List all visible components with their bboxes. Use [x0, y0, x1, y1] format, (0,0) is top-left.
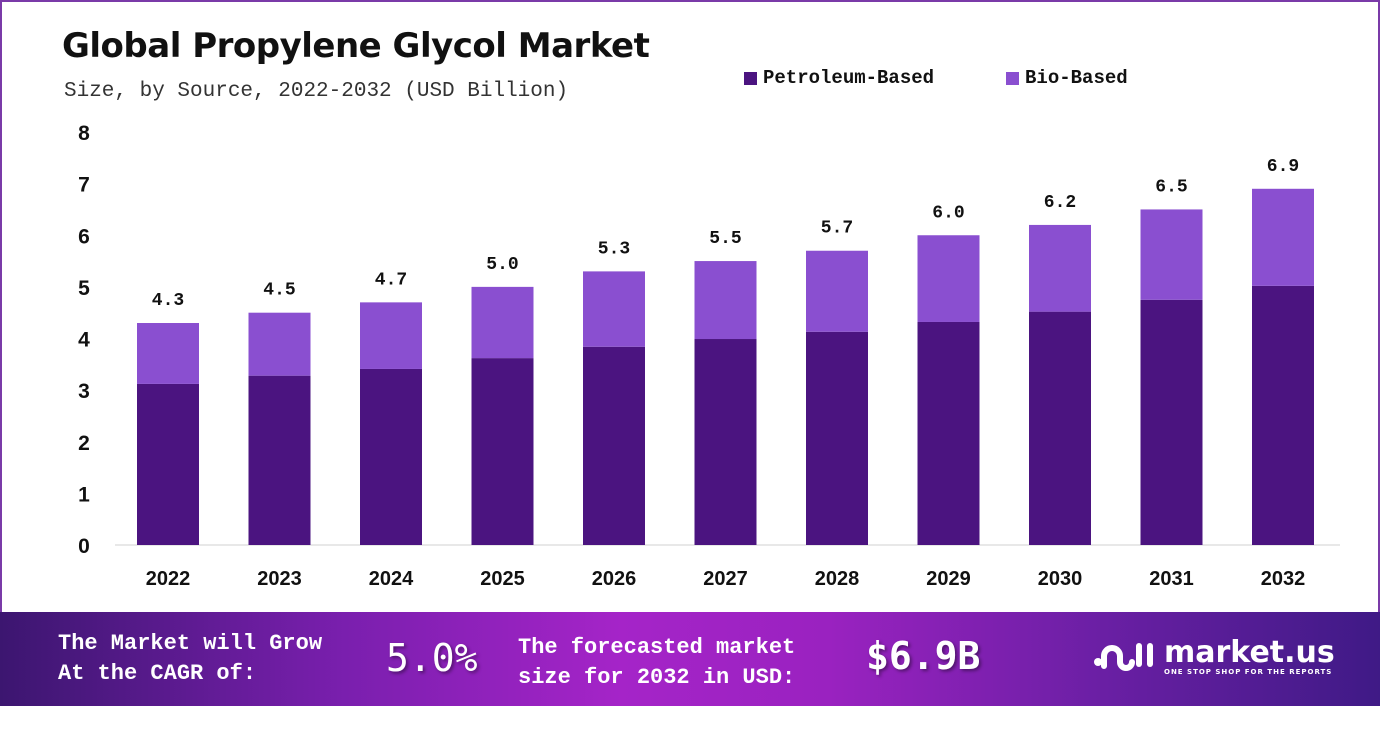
cagr-value: 5.0%	[386, 636, 478, 680]
market-us-logo: market.us ONE STOP SHOP FOR THE REPORTS	[1092, 636, 1335, 678]
bar-bio-2025	[471, 286, 534, 359]
bar-petroleum-2025	[471, 358, 534, 545]
bar-bio-2029	[917, 235, 980, 322]
bar-bio-2024	[360, 302, 422, 369]
x-tick-label: 2030	[1038, 568, 1083, 590]
bar-petroleum-2028	[806, 331, 868, 545]
x-tick-label: 2029	[926, 568, 971, 590]
bar-petroleum-2029	[917, 321, 980, 545]
total-label-2025: 5.0	[486, 255, 518, 275]
total-label-2023: 4.5	[263, 281, 295, 301]
bar-bio-2032	[1252, 188, 1314, 286]
cagr-label-line1: The Market will Grow	[58, 631, 323, 656]
legend-item-petroleum: Petroleum-Based	[744, 67, 934, 89]
legend-label-petroleum: Petroleum-Based	[763, 67, 935, 89]
total-label-2030: 6.2	[1044, 193, 1076, 213]
x-tick-label: 2025	[480, 568, 525, 590]
forecast-label-line1: The forecasted market	[518, 635, 796, 660]
bar-bio-2023	[248, 312, 311, 376]
forecast-label-line2: size for 2032 in USD:	[518, 665, 796, 690]
forecast-label: The forecasted market size for 2032 in U…	[518, 633, 795, 693]
x-tick-label: 2032	[1261, 568, 1306, 590]
logo-tagline: ONE STOP SHOP FOR THE REPORTS	[1164, 668, 1333, 676]
bar-bio-2026	[583, 271, 645, 347]
x-tick-label: 2022	[146, 568, 191, 590]
total-label-2024: 4.7	[375, 270, 407, 290]
bar-bio-2030	[1029, 224, 1091, 312]
x-tick-label: 2031	[1149, 568, 1194, 590]
forecast-value: $6.9B	[866, 634, 981, 678]
x-tick-label: 2023	[257, 568, 302, 590]
legend-item-bio: Bio-Based	[1006, 67, 1128, 89]
bar-petroleum-2026	[583, 346, 645, 545]
bar-petroleum-2027	[694, 339, 757, 545]
legend: Petroleum-Based Bio-Based	[744, 67, 1128, 89]
bar-petroleum-2032	[1252, 285, 1314, 545]
y-tick-label: 5	[78, 277, 90, 300]
total-label-2026: 5.3	[598, 239, 630, 259]
cagr-label-line2: At the CAGR of:	[58, 661, 257, 686]
y-tick-label: 0	[78, 535, 90, 558]
x-tick-label: 2028	[815, 568, 860, 590]
bar-bio-2022	[137, 323, 199, 384]
x-tick-label: 2027	[703, 568, 748, 590]
bar-petroleum-2023	[248, 375, 311, 545]
chart-frame	[0, 0, 1380, 612]
bar-bio-2028	[806, 250, 868, 332]
y-tick-label: 6	[78, 225, 90, 248]
x-tick-label: 2026	[592, 568, 637, 590]
legend-label-bio: Bio-Based	[1025, 67, 1128, 89]
bar-petroleum-2030	[1029, 311, 1091, 545]
y-tick-label: 1	[78, 483, 90, 506]
cagr-label: The Market will Grow At the CAGR of:	[58, 629, 322, 689]
bar-chart: 0 1 2 3 4 5 6 7 8 4.3 2022 4.5 2023 4.7 2024 5.0 2025 5.3…	[78, 122, 1340, 590]
bar-petroleum-2022	[137, 383, 199, 545]
logo-icon	[1094, 643, 1153, 671]
footer-banner: The Market will Grow At the CAGR of: 5.0…	[0, 612, 1380, 706]
y-tick-label: 7	[78, 174, 90, 197]
logo-name: market.us	[1164, 635, 1335, 670]
y-tick-label: 2	[78, 432, 90, 455]
legend-swatch-bio	[1006, 71, 1020, 85]
total-label-2028: 5.7	[821, 219, 853, 239]
y-tick-label: 3	[78, 380, 90, 403]
bar-bio-2031	[1140, 209, 1203, 300]
total-label-2029: 6.0	[932, 203, 964, 223]
y-tick-label: 8	[78, 122, 90, 145]
total-label-2032: 6.9	[1267, 157, 1299, 177]
y-tick-label: 4	[78, 329, 90, 352]
legend-swatch-petroleum	[744, 71, 757, 85]
chart-subtitle: Size, by Source, 2022-2032 (USD Billion)	[64, 80, 569, 103]
chart-title: Global Propylene Glycol Market	[62, 26, 650, 66]
bar-petroleum-2024	[360, 368, 422, 545]
bar-petroleum-2031	[1140, 299, 1203, 545]
total-label-2027: 5.5	[709, 229, 741, 249]
x-tick-label: 2024	[369, 568, 414, 590]
bar-bio-2027	[694, 261, 757, 340]
total-label-2031: 6.5	[1155, 177, 1187, 197]
total-label-2022: 4.3	[152, 291, 184, 311]
